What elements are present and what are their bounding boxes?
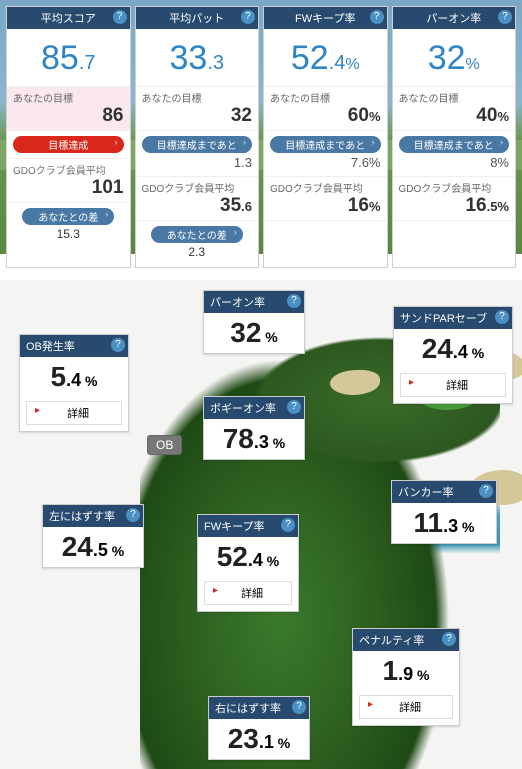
club-avg-label: GDOクラブ会員平均 [399, 180, 510, 195]
card-main-value: 85.7 [7, 29, 130, 87]
club-avg-section: GDOクラブ会員平均 101 [7, 159, 130, 203]
bunker-graphic [330, 370, 380, 395]
stat-box-header: サンドPARセーブ? [394, 307, 512, 329]
goal-remaining-value: 8% [399, 155, 510, 173]
goal-achieved-pill[interactable]: 目標達成› [13, 136, 124, 153]
target-value: 40% [399, 105, 510, 127]
stat-card: パーオン率? 32% あなたの目標 40% 目標達成まであと› 8% GDOクラブ… [392, 6, 517, 268]
help-icon[interactable]: ? [292, 700, 306, 714]
target-label: あなたの目標 [142, 90, 253, 105]
stat-box-header: バンカー率? [392, 481, 496, 503]
stat-box-header: ボギーオン率? [204, 397, 304, 419]
target-section: あなたの目標 40% [393, 87, 516, 131]
detail-button[interactable]: 詳細 [26, 401, 122, 425]
help-icon[interactable]: ? [479, 484, 493, 498]
detail-button[interactable]: 詳細 [400, 373, 506, 397]
stat-box-bogey: ボギーオン率? 78.3 % [203, 396, 305, 460]
club-avg-value: 16% [270, 195, 381, 217]
diff-pill[interactable]: あなたとの差› [151, 226, 243, 243]
stat-box-header: OB発生率? [20, 335, 128, 357]
target-value: 32 [142, 105, 253, 127]
stat-box-right: 右にはずす率? 23.1 % [208, 696, 310, 760]
stat-box-sand: サンドPARセーブ? 24.4 % 詳細 [393, 306, 513, 404]
help-icon[interactable]: ? [495, 310, 509, 324]
diff-pill[interactable]: あなたとの差› [22, 208, 114, 225]
goal-remaining-pill[interactable]: 目標達成まであと› [399, 136, 510, 153]
stat-card: FWキープ率? 52.4% あなたの目標 60% 目標達成まであと› 7.6% G… [263, 6, 388, 268]
help-icon[interactable]: ? [281, 518, 295, 532]
goal-remaining-pill[interactable]: 目標達成まであと› [270, 136, 381, 153]
target-value: 86 [13, 105, 124, 127]
help-icon[interactable]: ? [370, 10, 384, 24]
club-avg-section: GDOクラブ会員平均 16.5% [393, 177, 516, 221]
detail-button[interactable]: 詳細 [204, 581, 292, 605]
stat-cards-row: 平均スコア? 85.7 あなたの目標 86 目標達成› GDOクラブ会員平均 1… [6, 6, 516, 268]
stat-box-left: 左にはずす率? 24.5 % [42, 504, 144, 568]
club-avg-label: GDOクラブ会員平均 [142, 180, 253, 195]
stat-box-value: 24.5 % [43, 527, 143, 567]
hole-map-section: OB OB発生率? 5.4 % 詳細 パーオン率? 32 % サンドPARセーブ? 2… [0, 280, 522, 769]
stat-box-header: FWキープ率? [198, 515, 298, 537]
help-icon[interactable]: ? [287, 294, 301, 308]
stat-card: 平均パット? 33.3 あなたの目標 32 目標達成まであと› 1.3 GDOクラ… [135, 6, 260, 268]
club-avg-value: 101 [13, 177, 124, 199]
club-avg-label: GDOクラブ会員平均 [13, 162, 124, 177]
club-avg-label: GDOクラブ会員平均 [270, 180, 381, 195]
help-icon[interactable]: ? [126, 508, 140, 522]
stat-box-value: 1.9 % [353, 651, 459, 691]
club-avg-value: 35.6 [142, 195, 253, 217]
stat-box-header: ペナルティ率? [353, 629, 459, 651]
club-avg-section: GDOクラブ会員平均 35.6 [136, 177, 259, 221]
help-icon[interactable]: ? [111, 338, 125, 352]
target-value: 60% [270, 105, 381, 127]
help-icon[interactable]: ? [113, 10, 127, 24]
goal-remaining-value: 7.6% [270, 155, 381, 173]
target-label: あなたの目標 [399, 90, 510, 105]
help-icon[interactable]: ? [287, 400, 301, 414]
stat-box-header: 左にはずす率? [43, 505, 143, 527]
card-main-value: 33.3 [136, 29, 259, 87]
goal-remaining-value: 1.3 [142, 155, 253, 173]
stat-box-ob: OB発生率? 5.4 % 詳細 [19, 334, 129, 432]
diff-value: 2.3 [136, 245, 259, 262]
stat-box-value: 24.4 % [394, 329, 512, 369]
detail-button[interactable]: 詳細 [359, 695, 453, 719]
stat-box-header: 右にはずす率? [209, 697, 309, 719]
stat-box-value: 23.1 % [209, 719, 309, 759]
stat-card: 平均スコア? 85.7 あなたの目標 86 目標達成› GDOクラブ会員平均 1… [6, 6, 131, 268]
card-header: 平均パット? [136, 7, 259, 29]
club-avg-section: GDOクラブ会員平均 16% [264, 177, 387, 221]
card-main-value: 52.4% [264, 29, 387, 87]
help-icon[interactable]: ? [442, 632, 456, 646]
club-avg-value: 16.5% [399, 195, 510, 217]
card-main-value: 32% [393, 29, 516, 87]
diff-value: 15.3 [7, 227, 130, 244]
stat-box-value: 11.3 % [392, 503, 496, 543]
stat-box-value: 52.4 % [198, 537, 298, 577]
stat-box-fw: FWキープ率? 52.4 % 詳細 [197, 514, 299, 612]
stat-box-penalty: ペナルティ率? 1.9 % 詳細 [352, 628, 460, 726]
card-header: 平均スコア? [7, 7, 130, 29]
stat-box-value: 78.3 % [204, 419, 304, 459]
help-icon[interactable]: ? [241, 10, 255, 24]
goal-remaining-pill[interactable]: 目標達成まであと› [142, 136, 253, 153]
card-header: パーオン率? [393, 7, 516, 29]
target-label: あなたの目標 [13, 90, 124, 105]
stat-box-bunker: バンカー率? 11.3 % [391, 480, 497, 544]
target-section: あなたの目標 32 [136, 87, 259, 131]
target-section: あなたの目標 86 [7, 87, 130, 131]
ob-badge: OB [147, 435, 182, 455]
stat-box-value: 5.4 % [20, 357, 128, 397]
stat-box-header: パーオン率? [204, 291, 304, 313]
target-label: あなたの目標 [270, 90, 381, 105]
stat-box-paron: パーオン率? 32 % [203, 290, 305, 354]
top-dashboard: 平均スコア? 85.7 あなたの目標 86 目標達成› GDOクラブ会員平均 1… [0, 0, 522, 254]
help-icon[interactable]: ? [498, 10, 512, 24]
target-section: あなたの目標 60% [264, 87, 387, 131]
card-header: FWキープ率? [264, 7, 387, 29]
stat-box-value: 32 % [204, 313, 304, 353]
